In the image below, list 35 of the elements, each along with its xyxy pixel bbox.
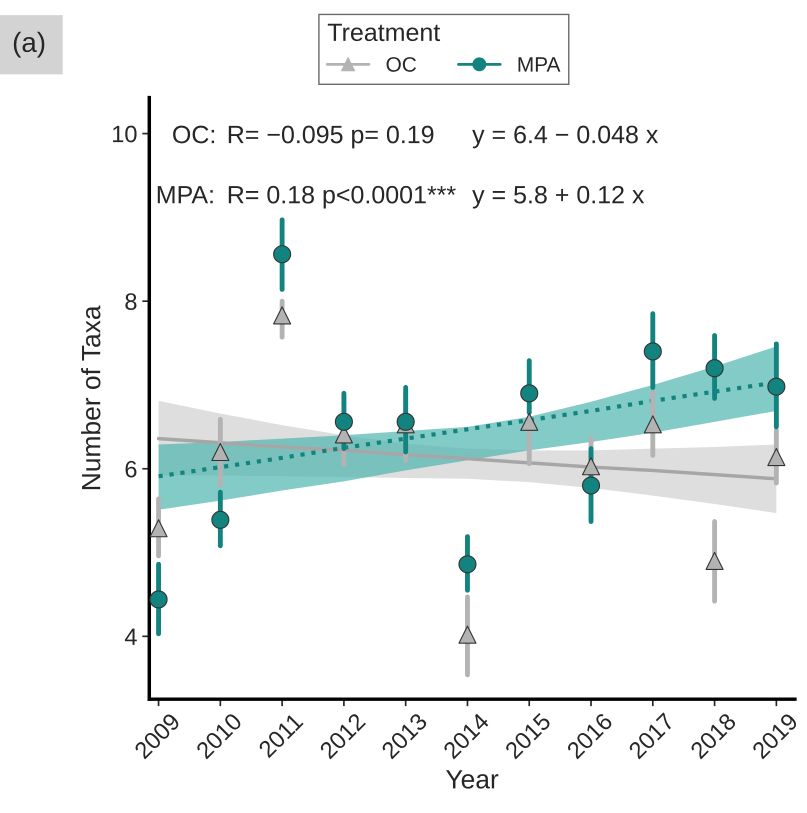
y-tick-label: 6 (126, 460, 136, 478)
point (644, 342, 662, 361)
annotation: OC: (173, 126, 214, 144)
annotation: y = 5.8 + 0.12 x (472, 186, 644, 208)
annotation: R= −0.095 p= 0.19 (228, 126, 434, 148)
point (520, 384, 538, 402)
annotation: R= 0.18 p<0.0001*** (228, 186, 456, 208)
legend-title: Treatment (328, 24, 440, 42)
point (582, 476, 600, 495)
point (150, 519, 168, 538)
text: (a) (14, 32, 44, 58)
y-tick-label: 10 (113, 126, 137, 142)
y-tick-label: 4 (124, 628, 137, 645)
legend-label: MPA (518, 57, 560, 72)
annotation: y = 6.4 − 0.048 x (472, 126, 658, 148)
point (211, 510, 230, 529)
point (520, 412, 538, 431)
point (706, 552, 724, 570)
y-tick-label: 8 (125, 293, 136, 310)
point (334, 412, 353, 431)
x-axis-title: Year (446, 770, 498, 789)
point (582, 457, 600, 476)
point (767, 378, 786, 396)
point (458, 626, 477, 644)
point (273, 245, 292, 264)
point (150, 590, 168, 609)
point (706, 359, 724, 378)
point (644, 415, 662, 434)
point (767, 448, 786, 466)
point (458, 555, 477, 574)
y-axis-title: Number of Taxa (81, 305, 100, 490)
annotation: MPA: (158, 186, 213, 204)
legend-label: OC (386, 57, 416, 72)
point (273, 306, 292, 324)
point (211, 442, 230, 462)
